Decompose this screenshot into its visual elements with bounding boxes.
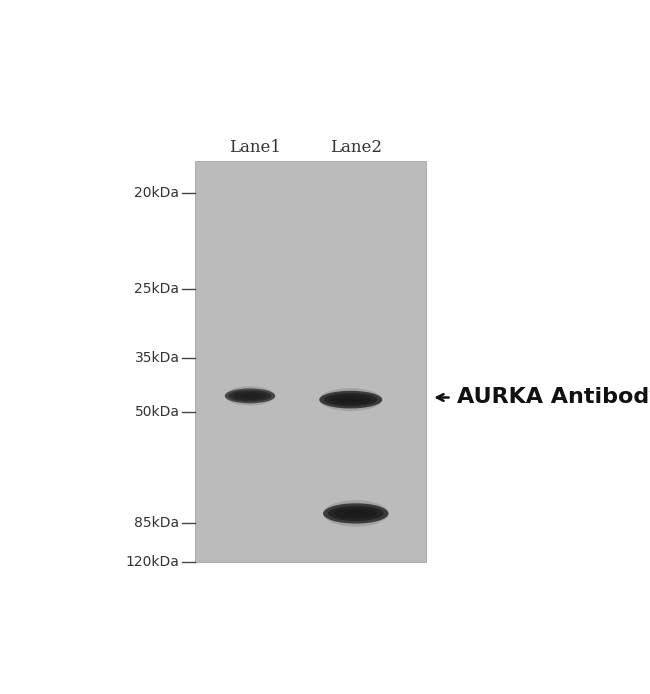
Ellipse shape [225,386,275,405]
Ellipse shape [324,393,378,406]
Ellipse shape [319,388,382,411]
Text: 120kDa: 120kDa [125,555,179,568]
Ellipse shape [343,510,369,517]
Text: 35kDa: 35kDa [135,351,179,366]
Text: 85kDa: 85kDa [135,516,179,530]
Ellipse shape [319,391,382,409]
Ellipse shape [323,500,389,527]
Ellipse shape [225,389,275,403]
Ellipse shape [240,393,260,398]
Ellipse shape [338,396,363,403]
Text: AURKA Antibody: AURKA Antibody [456,387,650,407]
Text: Lane1: Lane1 [229,139,281,156]
Bar [194,161,426,561]
Text: Lane2: Lane2 [330,139,382,156]
Text: 20kDa: 20kDa [135,186,179,200]
Ellipse shape [330,395,371,405]
Ellipse shape [328,506,384,521]
Ellipse shape [323,503,389,523]
Ellipse shape [229,390,272,402]
Text: 25kDa: 25kDa [135,282,179,296]
Text: 50kDa: 50kDa [135,405,179,419]
Ellipse shape [233,392,266,400]
Ellipse shape [335,508,377,519]
